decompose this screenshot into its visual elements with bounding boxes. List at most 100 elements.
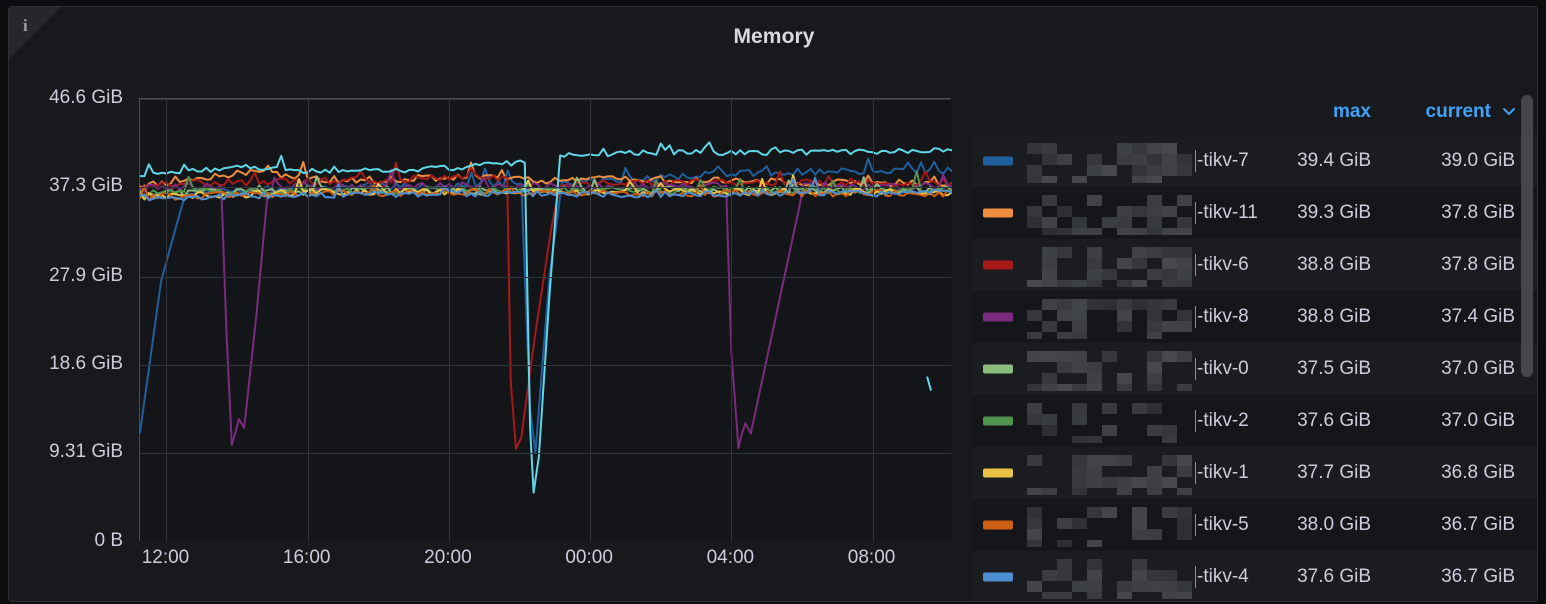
gridline-horizontal [140, 365, 951, 367]
legend-label-suffix: -tikv-6 [1195, 254, 1249, 276]
legend-row[interactable]: -tikv-6 38.8 GiB 37.8 GiB [971, 239, 1537, 291]
legend-label[interactable]: -tikv-4 [1027, 551, 1249, 601]
x-axis-tick: 20:00 [424, 547, 472, 568]
legend-value-current: 37.4 GiB [1441, 306, 1515, 327]
legend-value-current: 37.8 GiB [1441, 202, 1515, 223]
gridline-vertical [731, 99, 733, 541]
legend-value-max: 39.3 GiB [1297, 202, 1371, 223]
series-color-swatch[interactable] [983, 260, 1013, 270]
legend-label-suffix: -tikv-4 [1195, 566, 1249, 588]
redacted-label [1027, 191, 1195, 235]
redacted-label [1027, 139, 1195, 183]
series-color-swatch[interactable] [983, 416, 1013, 426]
legend-label-suffix: -tikv-1 [1195, 462, 1249, 484]
legend-value-current: 36.8 GiB [1441, 462, 1515, 483]
memory-panel: i Memory 0 B 9.31 GiB 18.6 GiB 27.9 GiB 37.3… [8, 6, 1538, 602]
y-axis-tick: 9.31 GiB [49, 441, 123, 463]
panel-description-corner [9, 7, 61, 59]
x-axis-tick: 08:00 [847, 547, 896, 568]
legend-value-max: 37.6 GiB [1297, 410, 1371, 431]
legend-scrollbar[interactable] [1521, 91, 1533, 601]
legend-header: max current [971, 91, 1537, 135]
redacted-label [1027, 243, 1195, 287]
y-axis-tick: 27.9 GiB [49, 264, 123, 286]
series-line [926, 376, 932, 391]
legend-label[interactable]: -tikv-1 [1027, 447, 1249, 499]
chevron-down-icon[interactable] [1501, 103, 1517, 119]
gridline-horizontal [140, 276, 951, 278]
series-line [140, 161, 952, 190]
legend-label-suffix: -tikv-11 [1195, 202, 1258, 224]
legend-row[interactable]: -tikv-5 38.0 GiB 36.7 GiB [971, 499, 1537, 551]
legend-column-current[interactable]: current [1425, 101, 1491, 122]
legend-value-max: 37.5 GiB [1297, 358, 1371, 379]
gridline-horizontal [140, 187, 951, 189]
series-color-swatch[interactable] [983, 520, 1013, 530]
legend-label-suffix: -tikv-0 [1195, 358, 1249, 380]
legend-label[interactable]: -tikv-6 [1027, 239, 1249, 291]
legend-value-current: 37.0 GiB [1441, 358, 1515, 379]
legend-label-suffix: -tikv-8 [1195, 306, 1249, 328]
y-axis-tick: 18.6 GiB [49, 353, 123, 375]
legend-scrollbar-thumb[interactable] [1521, 95, 1533, 377]
legend-rows: -tikv-7 39.4 GiB 39.0 GiB -tikv-11 39.3 GiB 3… [971, 135, 1537, 601]
legend-value-max: 38.0 GiB [1297, 514, 1371, 535]
series-color-swatch[interactable] [983, 572, 1013, 582]
legend-row[interactable]: -tikv-11 39.3 GiB 37.8 GiB [971, 187, 1537, 239]
gridline-vertical [166, 99, 168, 541]
info-icon[interactable]: i [23, 16, 28, 35]
y-axis: 0 B 9.31 GiB 18.6 GiB 27.9 GiB 37.3 GiB 46.6 … [9, 69, 131, 551]
series-lines [140, 141, 952, 494]
legend-value-current: 36.7 GiB [1441, 566, 1515, 587]
series-color-swatch[interactable] [983, 468, 1013, 478]
legend-label[interactable]: -tikv-11 [1027, 187, 1258, 239]
redacted-label [1027, 451, 1195, 495]
y-axis-tick: 37.3 GiB [49, 175, 123, 197]
series-line [140, 157, 952, 454]
legend-label-suffix: -tikv-5 [1195, 514, 1249, 536]
legend-row[interactable]: -tikv-0 37.5 GiB 37.0 GiB [971, 343, 1537, 395]
redacted-label [1027, 347, 1195, 391]
y-axis-tick: 46.6 GiB [49, 87, 123, 108]
x-axis-tick: 04:00 [706, 547, 755, 568]
redacted-label [1027, 555, 1195, 599]
legend-row[interactable]: -tikv-1 37.7 GiB 36.8 GiB [971, 447, 1537, 499]
legend-value-max: 38.8 GiB [1297, 254, 1371, 275]
legend-row[interactable]: -tikv-2 37.6 GiB 37.0 GiB [971, 395, 1537, 447]
legend-value-current: 39.0 GiB [1441, 150, 1515, 171]
legend-label[interactable]: -tikv-5 [1027, 499, 1249, 551]
series-color-swatch[interactable] [983, 156, 1013, 166]
legend-value-current: 37.8 GiB [1441, 254, 1515, 275]
gridline-horizontal [140, 99, 951, 100]
x-axis-tick: 12:00 [141, 547, 190, 568]
gridline-vertical [307, 99, 309, 541]
x-axis-tick: 16:00 [282, 547, 331, 568]
legend-label[interactable]: -tikv-8 [1027, 291, 1249, 343]
legend-label[interactable]: -tikv-7 [1027, 135, 1249, 187]
legend-column-max[interactable]: max [1332, 101, 1371, 122]
legend-label[interactable]: -tikv-2 [1027, 395, 1249, 447]
redacted-label [1027, 399, 1195, 443]
gridline-vertical [590, 99, 592, 541]
series-color-swatch[interactable] [983, 364, 1013, 374]
legend[interactable]: max current -tikv-7 39.4 GiB 39.0 GiB -tikv… [971, 91, 1537, 601]
legend-row[interactable]: -tikv-7 39.4 GiB 39.0 GiB [971, 135, 1537, 187]
x-axis: 12:00 16:00 20:00 00:00 04:00 08:00 [139, 547, 951, 587]
legend-row[interactable]: -tikv-8 38.8 GiB 37.4 GiB [971, 291, 1537, 343]
legend-label[interactable]: -tikv-0 [1027, 343, 1249, 395]
gridline-vertical [448, 99, 450, 541]
plot-area[interactable] [139, 98, 952, 541]
legend-value-current: 37.0 GiB [1441, 410, 1515, 431]
legend-label-suffix: -tikv-2 [1195, 410, 1249, 432]
legend-value-max: 37.6 GiB [1297, 566, 1371, 587]
series-color-swatch[interactable] [983, 312, 1013, 322]
gridline-horizontal [140, 453, 951, 455]
redacted-label [1027, 503, 1195, 547]
series-color-swatch[interactable] [983, 208, 1013, 218]
legend-row[interactable]: -tikv-4 37.6 GiB 36.7 GiB [971, 551, 1537, 601]
legend-value-max: 37.7 GiB [1297, 462, 1371, 483]
chart: 0 B 9.31 GiB 18.6 GiB 27.9 GiB 37.3 GiB 46.6 … [9, 69, 969, 601]
series-line [140, 161, 952, 450]
legend-value-max: 38.8 GiB [1297, 306, 1371, 327]
legend-value-max: 39.4 GiB [1297, 150, 1371, 171]
